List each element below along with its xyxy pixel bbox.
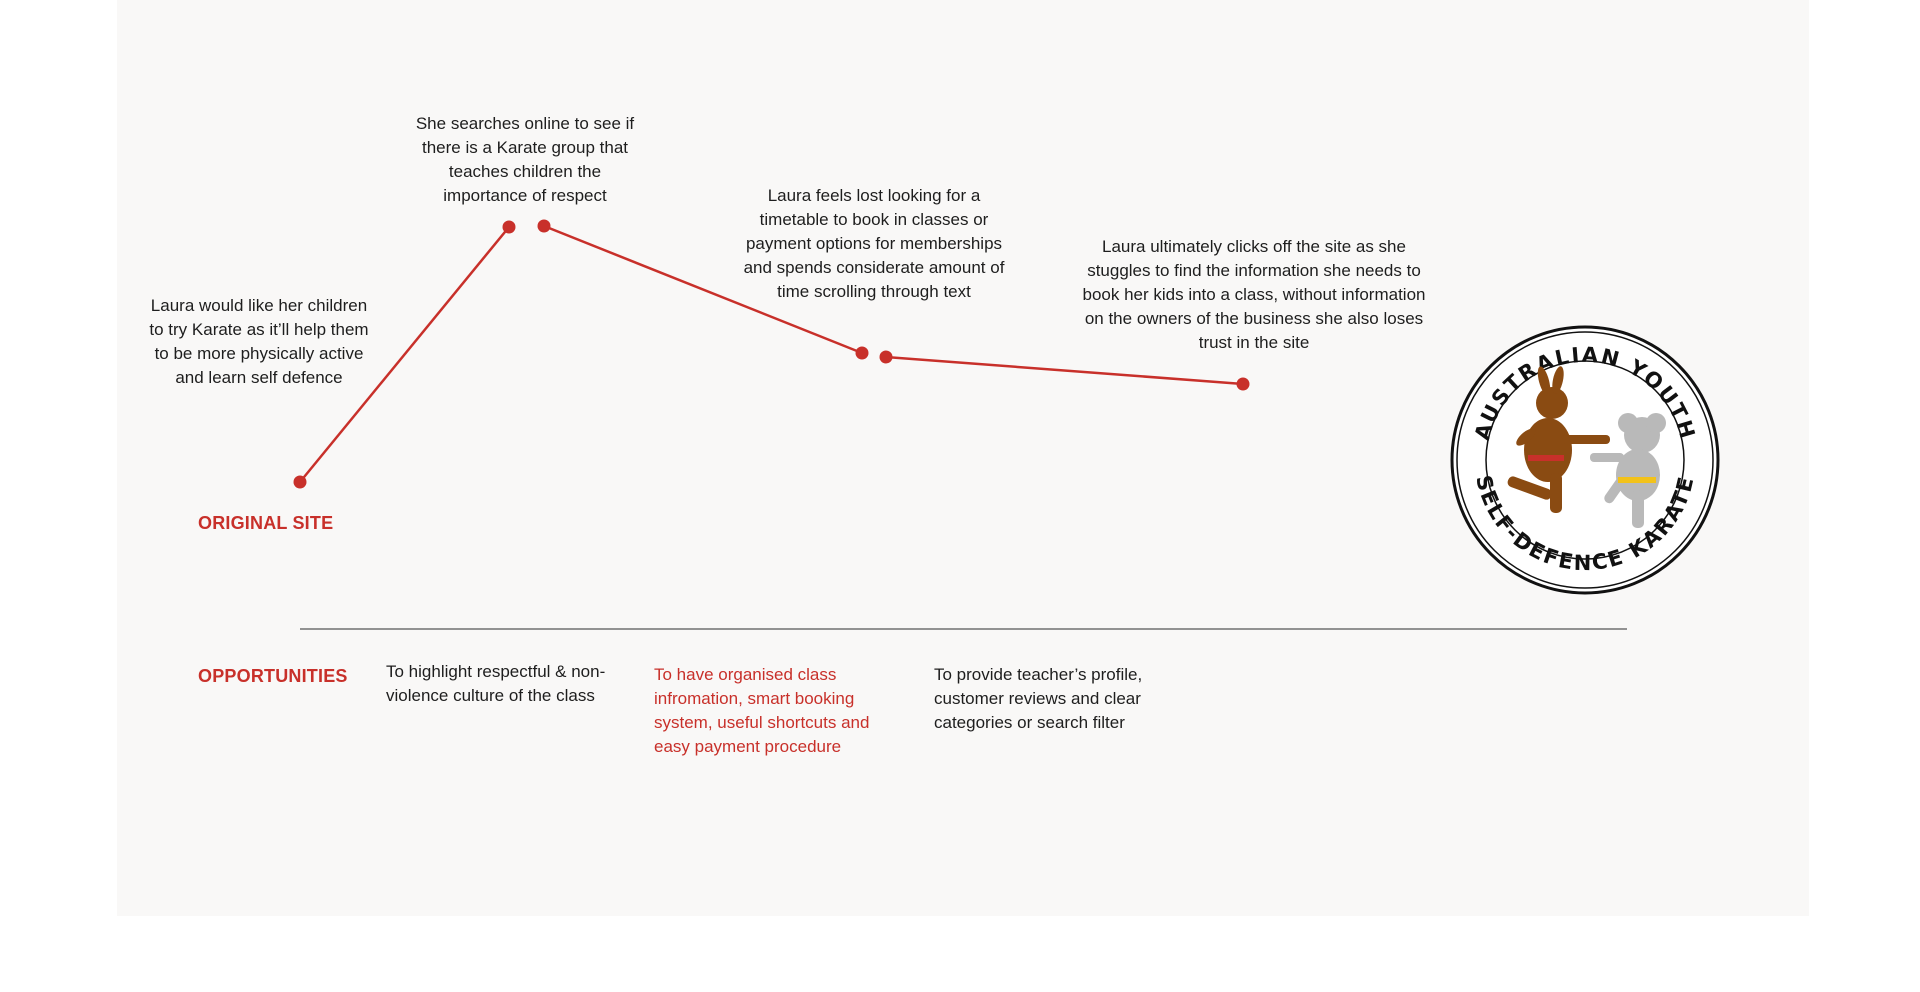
journey-segment-1 [299, 226, 510, 483]
australian-youth-karate-logo: AUSTRALIAN YOUTH SELF-DEFENCE KARATE [1450, 325, 1720, 595]
journey-point-3b [879, 350, 893, 364]
kangaroo-icon [1507, 366, 1610, 513]
opportunities-label: OPPORTUNITIES [198, 666, 348, 686]
journey-point-4 [1236, 377, 1250, 391]
journey-step-2-text: She searches online to see if there is a… [415, 114, 635, 205]
opportunity-2-text: To have organised class infromation, sma… [654, 665, 870, 756]
red-belt-icon [1528, 455, 1564, 461]
yellow-belt-icon [1618, 477, 1656, 483]
journey-point-2b [537, 219, 551, 233]
journey-step-4-text: Laura ultimately clicks off the site as … [1082, 237, 1426, 352]
opportunity-1-text: To highlight respectful & non-violence c… [386, 662, 606, 705]
koala-icon [1590, 413, 1666, 528]
journey-step-1-text: Laura would like her children to try Kar… [149, 296, 369, 387]
journey-segment-3 [885, 355, 1244, 386]
journey-segment-2 [543, 224, 863, 355]
original-site-label: ORIGINAL SITE [198, 513, 334, 533]
opportunity-3-text: To provide teacher’s profile, customer r… [934, 665, 1143, 732]
journey-point-1 [293, 475, 307, 489]
journey-step-3-text: Laura feels lost looking for a timetable… [743, 186, 1005, 301]
journey-point-3a [855, 346, 869, 360]
journey-point-2a [502, 220, 516, 234]
